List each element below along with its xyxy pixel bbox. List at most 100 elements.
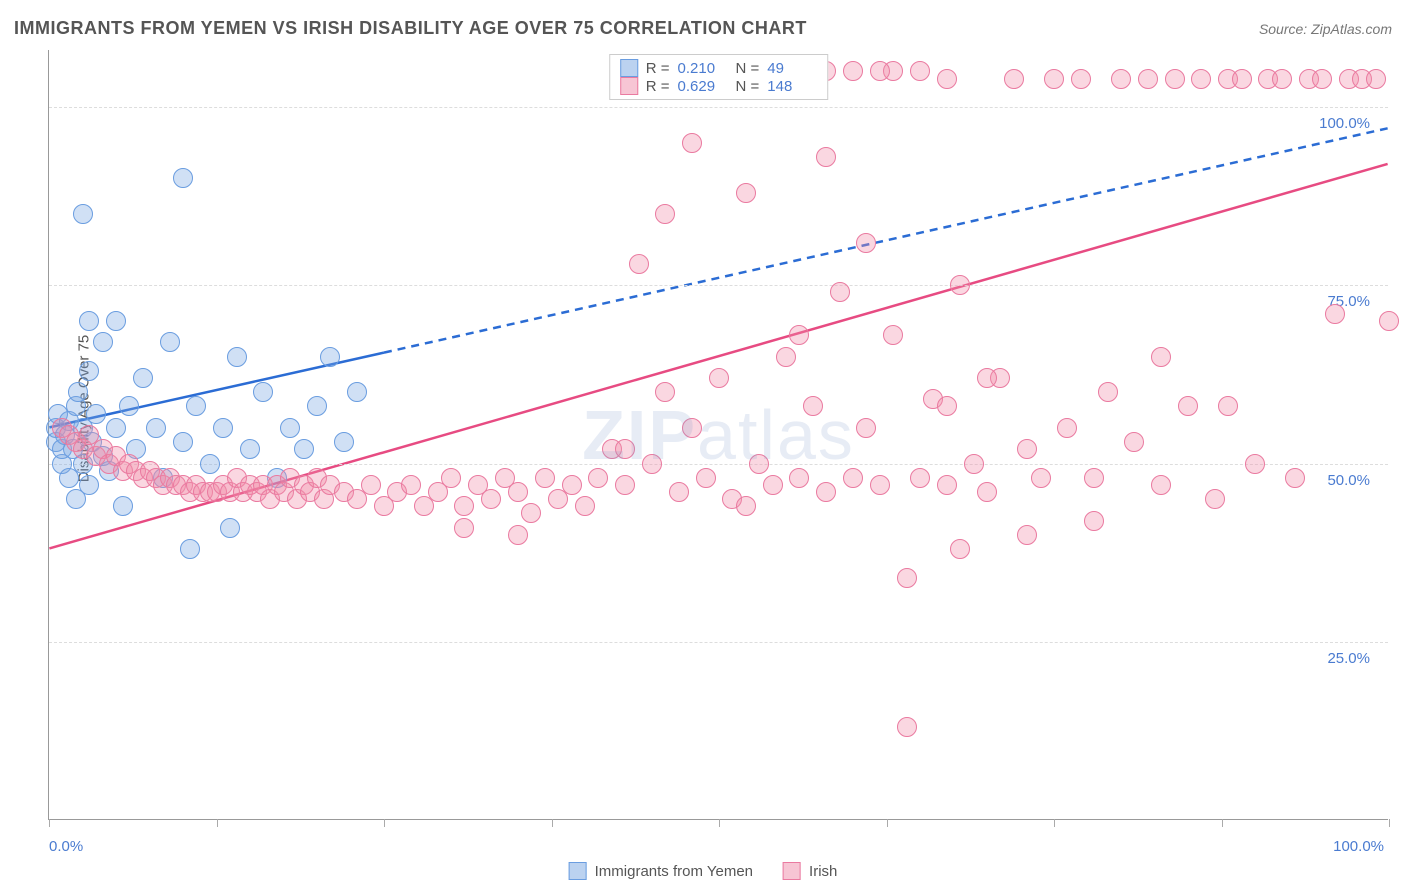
data-point-yemen xyxy=(106,418,126,438)
data-point-irish xyxy=(1218,396,1238,416)
data-point-irish xyxy=(669,482,689,502)
data-point-irish xyxy=(1124,432,1144,452)
data-point-irish xyxy=(454,496,474,516)
data-point-irish xyxy=(937,396,957,416)
gridline xyxy=(49,464,1388,465)
data-point-irish xyxy=(789,468,809,488)
series-legend: Immigrants from Yemen Irish xyxy=(569,862,838,880)
data-point-irish xyxy=(897,568,917,588)
data-point-yemen xyxy=(227,347,247,367)
data-point-irish xyxy=(1379,311,1399,331)
data-point-irish xyxy=(816,147,836,167)
data-point-yemen xyxy=(160,332,180,352)
data-point-irish xyxy=(830,282,850,302)
data-point-irish xyxy=(1071,69,1091,89)
data-point-irish xyxy=(977,368,997,388)
gridline xyxy=(49,285,1388,286)
plot-area: ZIPatlas R =0.210 N =49 R =0.629 N =148 … xyxy=(48,50,1388,820)
data-point-irish xyxy=(843,61,863,81)
data-point-yemen xyxy=(180,539,200,559)
legend-row-yemen: R =0.210 N =49 xyxy=(620,59,818,77)
data-point-irish xyxy=(897,717,917,737)
r-value-yemen: 0.210 xyxy=(678,60,728,77)
data-point-irish xyxy=(1232,69,1252,89)
legend-item-irish: Irish xyxy=(783,862,837,880)
legend-item-yemen: Immigrants from Yemen xyxy=(569,862,753,880)
data-point-yemen xyxy=(173,168,193,188)
data-point-irish xyxy=(682,418,702,438)
r-value-irish: 0.629 xyxy=(678,78,728,95)
data-point-irish xyxy=(1165,69,1185,89)
data-point-yemen xyxy=(79,311,99,331)
data-point-irish xyxy=(870,61,890,81)
data-point-irish xyxy=(1017,439,1037,459)
data-point-irish xyxy=(789,325,809,345)
x-tick xyxy=(49,819,50,827)
data-point-irish xyxy=(1044,69,1064,89)
data-point-irish xyxy=(937,475,957,495)
data-point-irish xyxy=(1057,418,1077,438)
x-tick xyxy=(1222,819,1223,827)
data-point-irish xyxy=(1285,468,1305,488)
data-point-irish xyxy=(950,275,970,295)
data-point-irish xyxy=(910,61,930,81)
data-point-yemen xyxy=(294,439,314,459)
data-point-irish xyxy=(1084,511,1104,531)
data-point-irish xyxy=(856,418,876,438)
data-point-irish xyxy=(1004,69,1024,89)
data-point-irish xyxy=(642,454,662,474)
data-point-yemen xyxy=(73,204,93,224)
data-point-irish xyxy=(441,468,461,488)
data-point-irish xyxy=(816,482,836,502)
data-point-irish xyxy=(481,489,501,509)
data-point-yemen xyxy=(200,454,220,474)
x-tick xyxy=(719,819,720,827)
legend-row-irish: R =0.629 N =148 xyxy=(620,77,818,95)
chart-title: IMMIGRANTS FROM YEMEN VS IRISH DISABILIT… xyxy=(14,18,807,39)
data-point-irish xyxy=(709,368,729,388)
data-point-irish xyxy=(964,454,984,474)
data-point-yemen xyxy=(280,418,300,438)
legend-label-yemen: Immigrants from Yemen xyxy=(595,863,753,880)
data-point-irish xyxy=(856,233,876,253)
data-point-irish xyxy=(749,454,769,474)
data-point-yemen xyxy=(93,332,113,352)
data-point-irish xyxy=(1017,525,1037,545)
data-point-irish xyxy=(1111,69,1131,89)
data-point-irish xyxy=(1138,69,1158,89)
correlation-legend: R =0.210 N =49 R =0.629 N =148 xyxy=(609,54,829,100)
data-point-irish xyxy=(615,475,635,495)
data-point-yemen xyxy=(133,368,153,388)
data-point-yemen xyxy=(173,432,193,452)
data-point-irish xyxy=(575,496,595,516)
data-point-yemen xyxy=(79,475,99,495)
data-point-yemen xyxy=(119,396,139,416)
x-tick-label: 0.0% xyxy=(49,838,83,855)
data-point-yemen xyxy=(106,311,126,331)
x-tick xyxy=(1389,819,1390,827)
data-point-yemen xyxy=(347,382,367,402)
data-point-irish xyxy=(1366,69,1386,89)
data-point-yemen xyxy=(220,518,240,538)
data-point-irish xyxy=(655,204,675,224)
data-point-yemen xyxy=(146,418,166,438)
x-tick xyxy=(217,819,218,827)
data-point-irish xyxy=(588,468,608,488)
y-tick-label: 25.0% xyxy=(1327,650,1370,667)
data-point-irish xyxy=(1084,468,1104,488)
source-attribution: Source: ZipAtlas.com xyxy=(1259,21,1392,37)
data-point-yemen xyxy=(186,396,206,416)
x-tick xyxy=(384,819,385,827)
data-point-irish xyxy=(508,482,528,502)
data-point-irish xyxy=(977,482,997,502)
data-point-irish xyxy=(736,496,756,516)
data-point-yemen xyxy=(253,382,273,402)
data-point-yemen xyxy=(86,404,106,424)
data-point-irish xyxy=(910,468,930,488)
data-point-yemen xyxy=(79,361,99,381)
x-tick xyxy=(887,819,888,827)
x-tick-label: 100.0% xyxy=(1333,838,1384,855)
chart-header: IMMIGRANTS FROM YEMEN VS IRISH DISABILIT… xyxy=(14,18,1392,39)
gridline xyxy=(49,107,1388,108)
swatch-irish xyxy=(620,77,638,95)
